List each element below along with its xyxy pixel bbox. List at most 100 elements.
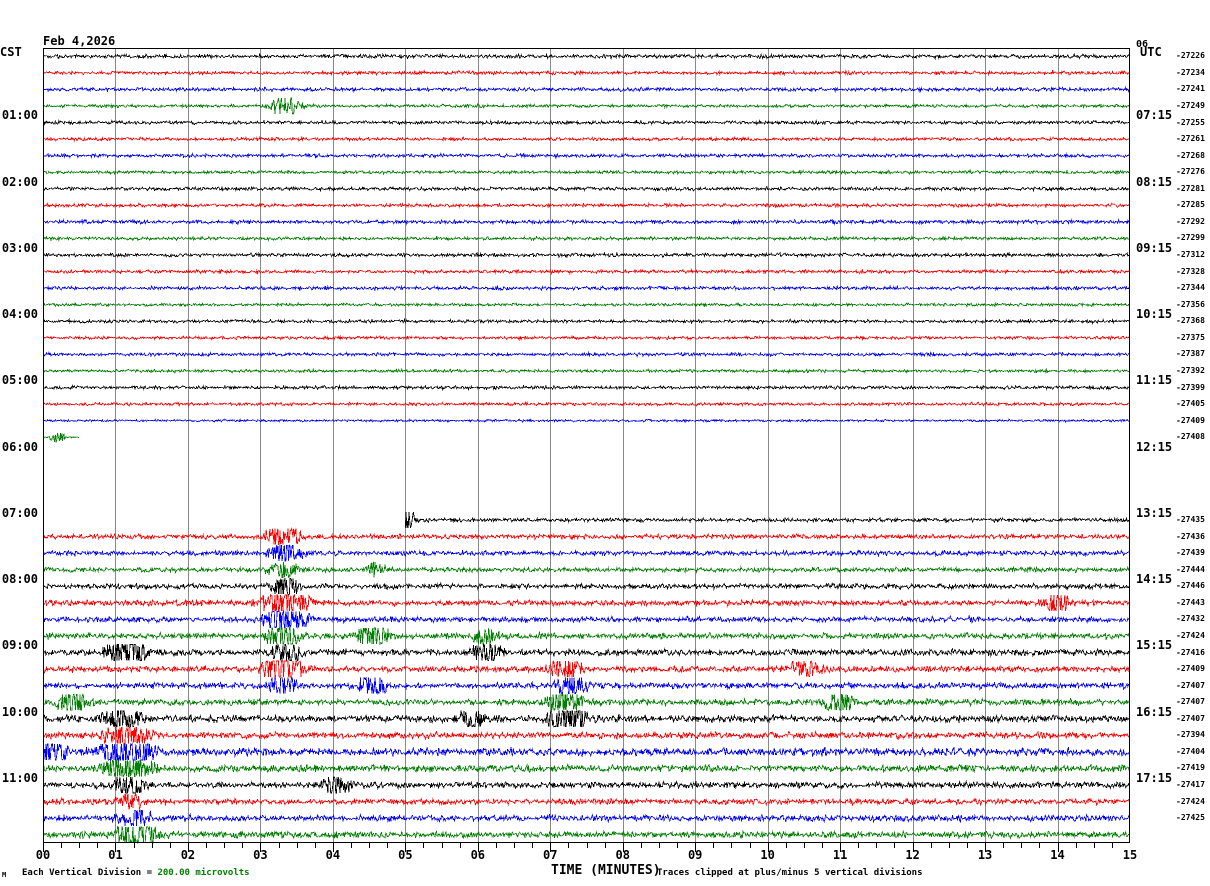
trace-row-9 bbox=[43, 201, 1130, 209]
cst-time-column: 01:00 02:00 03:00 04:00 05:00 06:00 07:00 08:00… bbox=[0, 48, 38, 843]
utc-axis-label: UTC bbox=[1140, 45, 1162, 59]
trace-row-21 bbox=[43, 400, 1130, 408]
amplitude-value: -27409 bbox=[1176, 664, 1205, 674]
helicorder-plot[interactable] bbox=[43, 48, 1130, 852]
x-tick-10: 10 bbox=[760, 848, 775, 862]
trace-row-10 bbox=[43, 218, 1130, 226]
x-tick-08: 08 bbox=[615, 848, 630, 862]
x-axis-tick-labels: 00 01 02 03 04 05 06 07 08 09 10 11 12 13 14 15 bbox=[36, 848, 1137, 866]
x-tick-05: 05 bbox=[398, 848, 413, 862]
cst-tick-0800: 08:00 bbox=[1, 572, 38, 586]
trace-row-45 bbox=[43, 792, 1130, 811]
trace-row-6 bbox=[43, 152, 1130, 160]
amplitude-value: -27234 bbox=[1176, 67, 1205, 77]
trace-row-14 bbox=[43, 284, 1130, 292]
amplitude-value: -27404 bbox=[1176, 746, 1205, 756]
x-tick-14: 14 bbox=[1050, 848, 1065, 862]
clip-note: Traces clipped at plus/minus 5 vertical … bbox=[657, 868, 923, 878]
amplitude-value: -27394 bbox=[1176, 730, 1205, 740]
trace-row-13 bbox=[43, 268, 1130, 276]
header-date: Feb 4,2026 bbox=[43, 34, 116, 48]
trace-row-22 bbox=[43, 418, 1130, 424]
trace-row-46 bbox=[43, 809, 1130, 827]
amplitude-value: -27281 bbox=[1176, 183, 1205, 193]
amplitude-value: -27312 bbox=[1176, 250, 1205, 260]
amplitude-value: -27356 bbox=[1176, 299, 1205, 309]
trace-row-41 bbox=[43, 726, 1130, 744]
amplitude-value: -27444 bbox=[1176, 564, 1205, 574]
trace-row-40 bbox=[43, 710, 1130, 728]
amplitude-value: -27436 bbox=[1176, 531, 1205, 541]
amplitude-value: -27292 bbox=[1176, 216, 1205, 226]
trace-row-17 bbox=[43, 334, 1130, 342]
amplitude-value: -27407 bbox=[1176, 697, 1205, 707]
amplitude-value: -27424 bbox=[1176, 796, 1205, 806]
x-tick-09: 09 bbox=[687, 848, 703, 862]
cst-axis-label: CST bbox=[0, 45, 22, 59]
amplitude-value: -27285 bbox=[1176, 200, 1205, 210]
scale-value: 200.00 microvolts bbox=[157, 868, 250, 878]
amplitude-value: -27268 bbox=[1176, 150, 1205, 160]
amplitude-value: -27416 bbox=[1176, 647, 1205, 657]
amplitude-value: -27392 bbox=[1176, 365, 1205, 375]
x-tick-04: 04 bbox=[325, 848, 341, 862]
cst-tick-0300: 03:00 bbox=[1, 240, 38, 255]
utc-tick-0915: 09:15 bbox=[1136, 240, 1173, 255]
trace-row-32 bbox=[43, 577, 1130, 595]
corner-mark: M bbox=[2, 871, 7, 879]
trace-row-28 bbox=[404, 512, 1130, 529]
trace-row-36 bbox=[43, 643, 1130, 662]
trace-row-42 bbox=[43, 742, 1130, 762]
trace-row-20 bbox=[43, 384, 1130, 392]
trace-row-3 bbox=[43, 97, 1130, 116]
trace-row-5 bbox=[43, 135, 1130, 143]
utc-tick-1415: 14:15 bbox=[1136, 572, 1173, 586]
amplitude-value: -27368 bbox=[1176, 316, 1205, 326]
x-tick-15: 15 bbox=[1122, 848, 1138, 862]
x-tick-00: 00 bbox=[35, 848, 51, 862]
trace-row-38 bbox=[43, 676, 1130, 696]
amplitude-column: -27226 -27234 -27241 -27249 -27255 -27261 -272… bbox=[1176, 48, 1210, 843]
cst-tick-0700: 07:00 bbox=[1, 505, 38, 520]
utc-tick-1615: 16:15 bbox=[1136, 704, 1173, 719]
amplitude-value: -27399 bbox=[1176, 382, 1205, 392]
utc-tick-0715: 07:15 bbox=[1136, 108, 1173, 123]
amplitude-value: -27432 bbox=[1176, 614, 1205, 624]
x-tick-01: 01 bbox=[108, 848, 123, 862]
amplitude-value: -27443 bbox=[1176, 597, 1205, 607]
trace-row-18 bbox=[43, 351, 1130, 358]
amplitude-value: -27446 bbox=[1176, 581, 1205, 591]
amplitude-value: -27375 bbox=[1176, 332, 1205, 342]
trace-row-31 bbox=[43, 561, 1130, 579]
utc-tick-1715: 17:15 bbox=[1136, 770, 1173, 785]
utc-tick-1215: 12:15 bbox=[1136, 439, 1173, 454]
seismogram-canvas[interactable] bbox=[43, 48, 1130, 853]
trace-row-44 bbox=[43, 776, 1130, 795]
amplitude-value: -27408 bbox=[1176, 432, 1205, 442]
utc-tick-top: 06 bbox=[1136, 39, 1149, 50]
x-tick-07: 07 bbox=[543, 848, 558, 862]
cst-tick-0100: 01:00 bbox=[1, 108, 38, 123]
trace-group bbox=[43, 52, 1130, 845]
x-tick-13: 13 bbox=[977, 848, 993, 862]
trace-row-43 bbox=[43, 759, 1130, 778]
trace-row-29 bbox=[43, 527, 1130, 545]
amplitude-value: -27407 bbox=[1176, 713, 1205, 723]
trace-row-7 bbox=[43, 168, 1130, 176]
amplitude-value: -27435 bbox=[1176, 515, 1205, 525]
x-tick-02: 02 bbox=[180, 848, 196, 862]
trace-row-19 bbox=[43, 367, 1130, 375]
trace-row-37 bbox=[43, 659, 1130, 678]
trace-row-47 bbox=[43, 826, 1130, 845]
amplitude-value: -27255 bbox=[1176, 117, 1205, 127]
amplitude-value: -27419 bbox=[1176, 763, 1205, 773]
trace-row-12 bbox=[43, 251, 1130, 259]
trace-row-30 bbox=[43, 544, 1130, 562]
amplitude-value: -27407 bbox=[1176, 680, 1205, 690]
amplitude-value: -27439 bbox=[1176, 548, 1205, 558]
cst-tick-1000: 10:00 bbox=[1, 704, 38, 719]
amplitude-value: -27344 bbox=[1176, 283, 1205, 293]
amplitude-value: -27417 bbox=[1176, 780, 1205, 790]
x-tick-06: 06 bbox=[470, 848, 486, 862]
amplitude-value: -27226 bbox=[1176, 51, 1205, 61]
